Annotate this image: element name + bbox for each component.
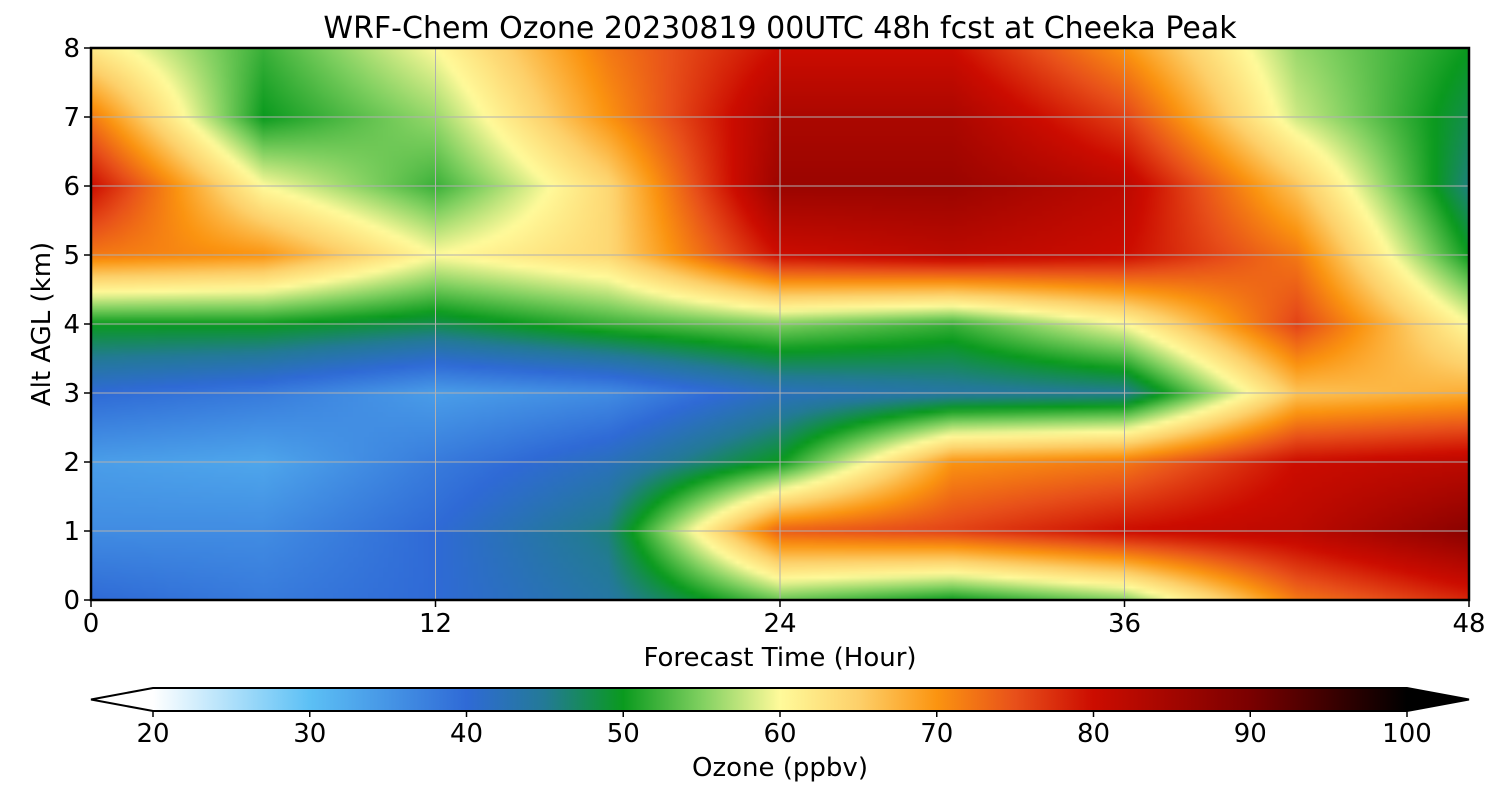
y-tick-label: 6 — [63, 172, 80, 202]
y-tick-label: 2 — [63, 448, 80, 478]
colorbar-tick-label: 100 — [1382, 719, 1432, 749]
y-tick-label: 3 — [63, 379, 80, 409]
y-tick-label: 4 — [63, 310, 80, 340]
x-tick-label: 12 — [419, 609, 452, 639]
colorbar-label: Ozone (ppbv) — [692, 753, 868, 783]
x-tick-label: 24 — [763, 609, 796, 639]
x-axis-label: Forecast Time (Hour) — [643, 643, 916, 673]
y-tick-label: 5 — [63, 241, 80, 271]
y-axis: 0 1 2 3 4 5 6 7 8 — [63, 34, 91, 616]
y-tick-label: 1 — [63, 517, 80, 547]
x-axis: 0 12 24 36 48 — [83, 600, 1486, 639]
colorbar: 20 30 40 50 60 70 80 90 100 — [90, 687, 1470, 749]
colorbar-gradient — [153, 688, 1407, 711]
x-tick-label: 48 — [1452, 609, 1485, 639]
colorbar-tick-label: 30 — [293, 719, 326, 749]
x-tick-label: 36 — [1108, 609, 1141, 639]
y-tick-label: 8 — [63, 34, 80, 64]
colorbar-tick-label: 60 — [763, 719, 796, 749]
colorbar-tick-label: 90 — [1234, 719, 1267, 749]
colorbar-min-extend — [91, 688, 153, 711]
colorbar-tick-label: 40 — [450, 719, 483, 749]
grid-lines — [91, 48, 1469, 600]
y-tick-label: 7 — [63, 103, 80, 133]
colorbar-tick-label: 80 — [1077, 719, 1110, 749]
colorbar-tick-label: 20 — [136, 719, 169, 749]
colorbar-max-extend — [1407, 688, 1469, 711]
colorbar-tick-label: 50 — [607, 719, 640, 749]
chart-title: WRF-Chem Ozone 20230819 00UTC 48h fcst a… — [323, 11, 1237, 46]
y-axis-label: Alt AGL (km) — [27, 242, 57, 406]
colorbar-tick-label: 70 — [920, 719, 953, 749]
x-tick-label: 0 — [83, 609, 100, 639]
y-tick-label: 0 — [63, 586, 80, 616]
